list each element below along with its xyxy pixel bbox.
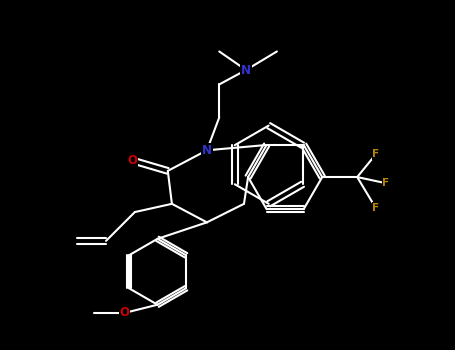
Text: O: O — [128, 154, 138, 167]
Text: O: O — [120, 307, 130, 320]
Text: N: N — [202, 144, 212, 157]
Text: F: F — [372, 149, 379, 159]
Text: F: F — [383, 178, 389, 188]
Text: F: F — [372, 203, 379, 213]
Text: N: N — [241, 63, 251, 77]
